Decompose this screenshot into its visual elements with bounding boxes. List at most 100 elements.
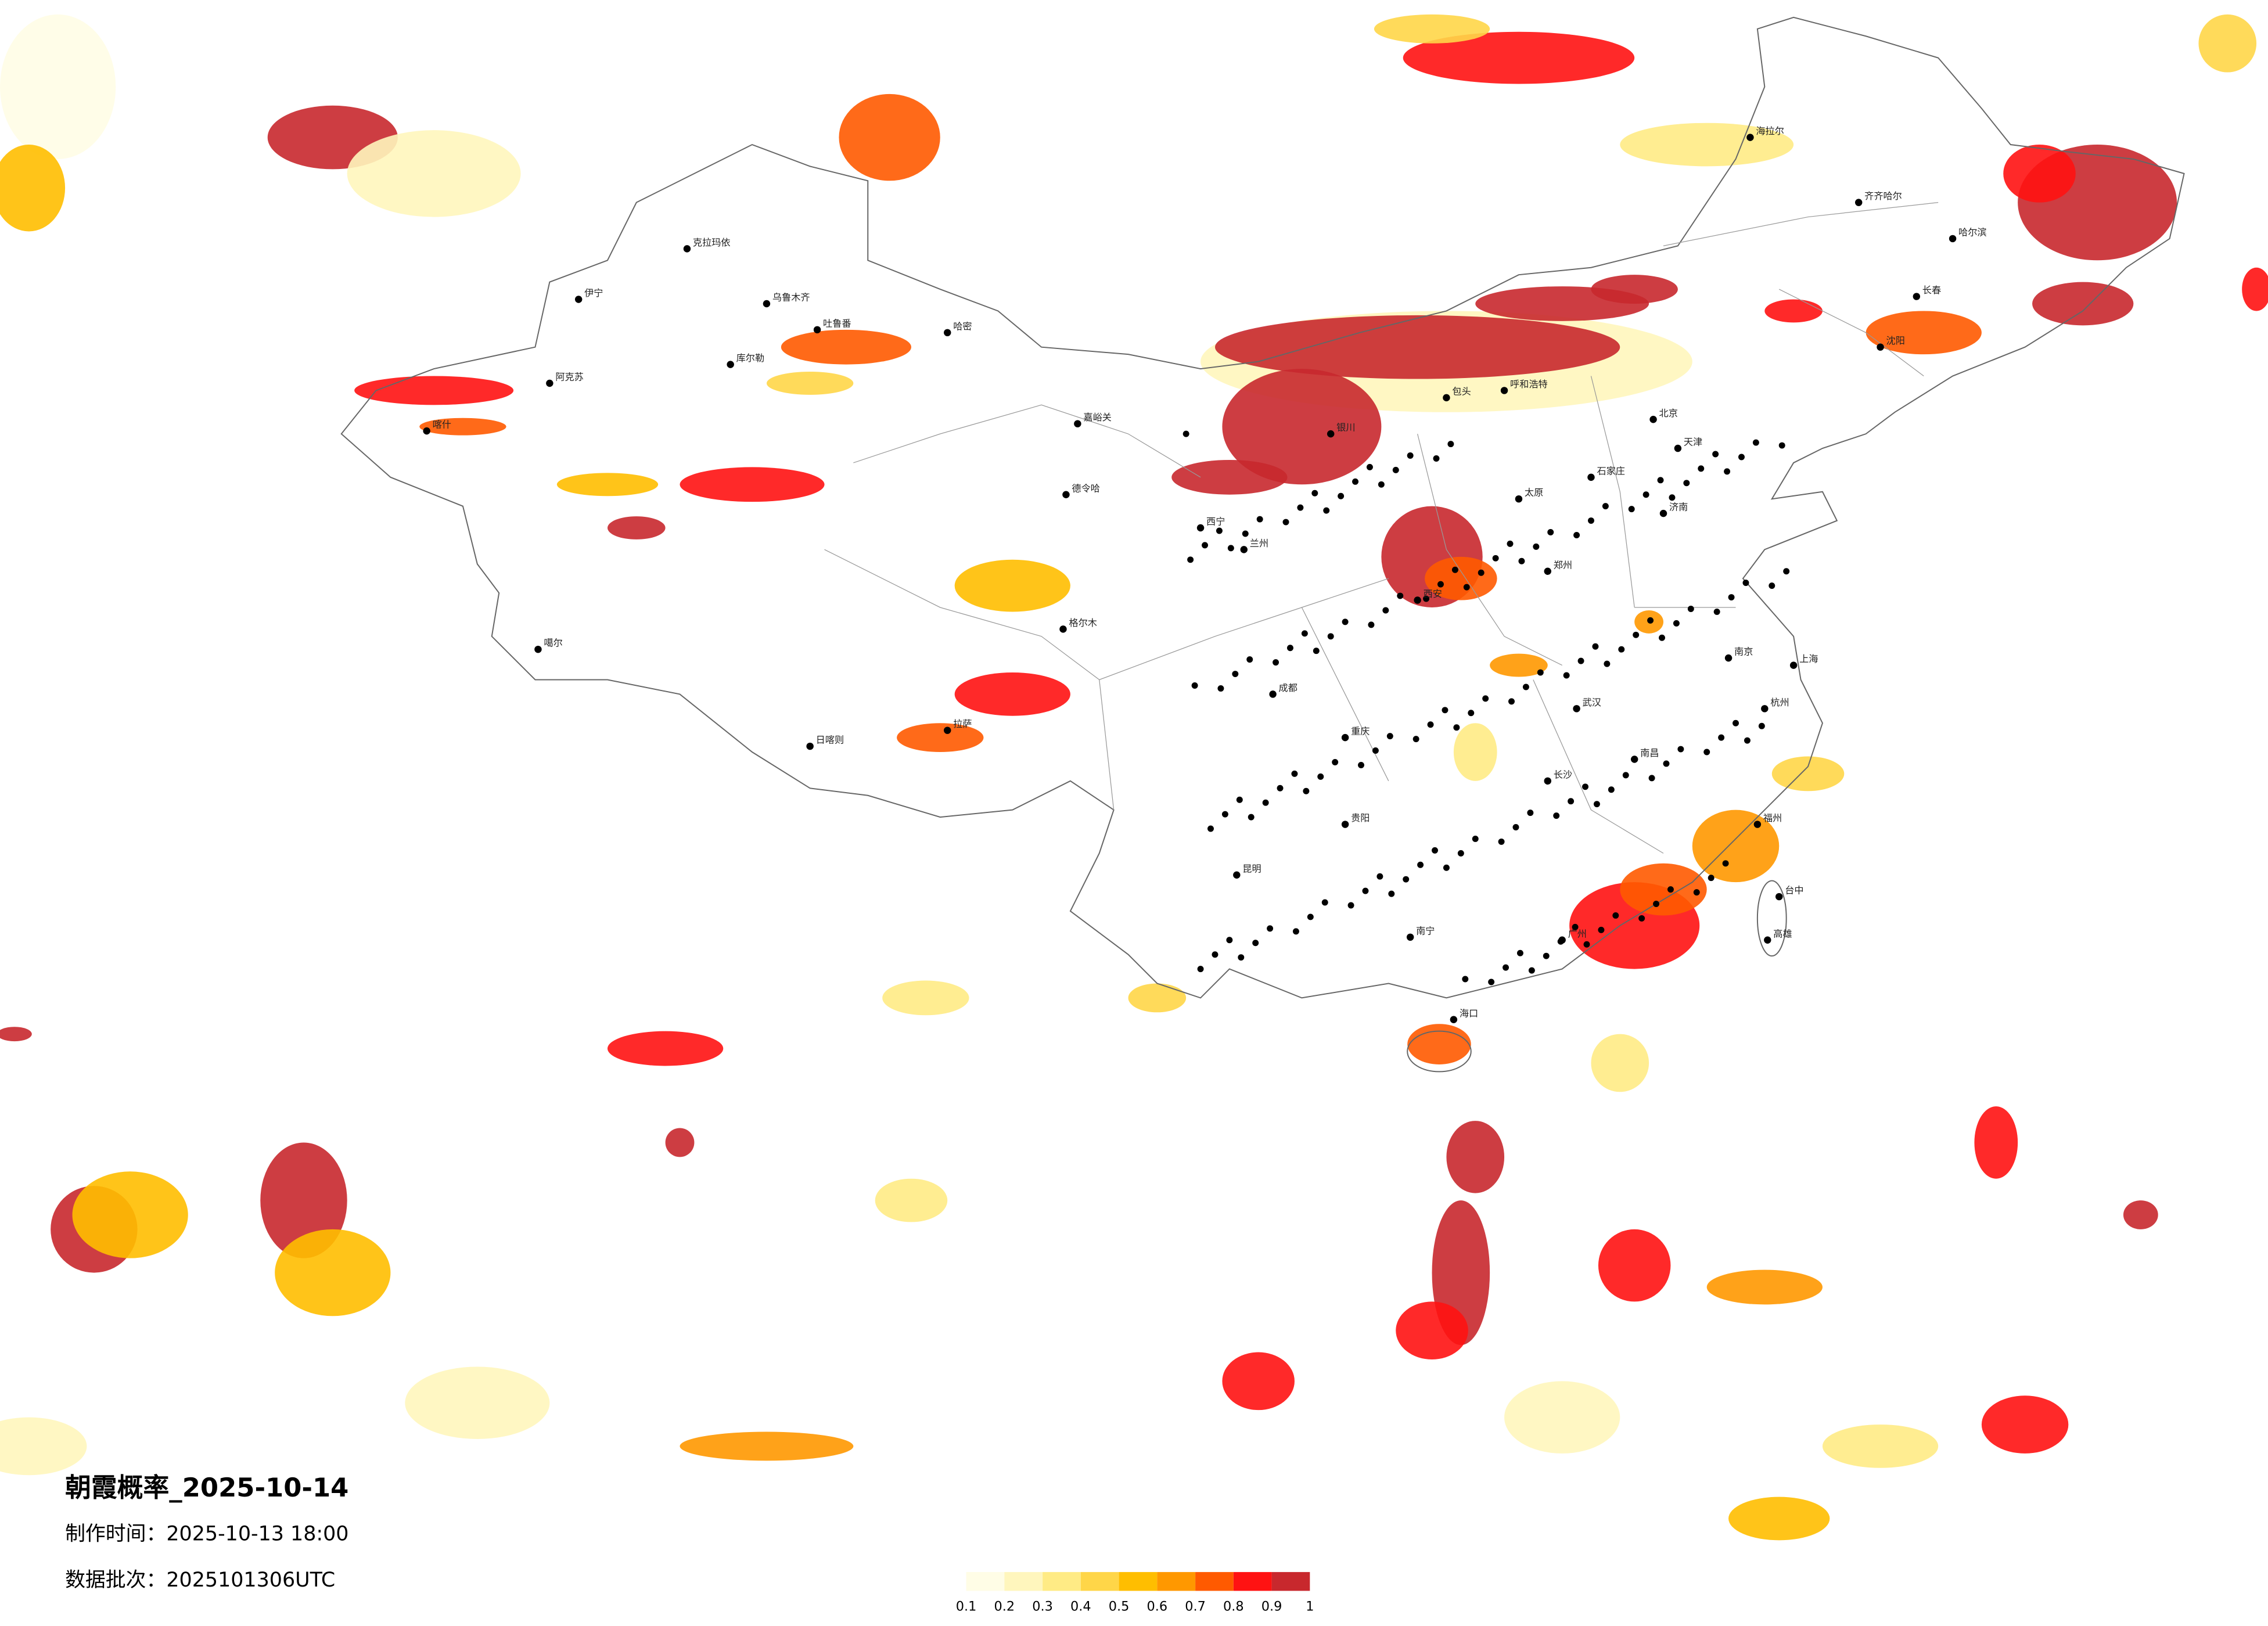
city-dot — [1277, 785, 1284, 792]
probability-area — [680, 467, 825, 502]
city-label: 武汉 — [1583, 697, 1601, 708]
city-dot — [1516, 949, 1523, 956]
city-dot — [1508, 698, 1515, 705]
probability-area — [1728, 1497, 1830, 1541]
city-dot — [1854, 199, 1863, 206]
probability-area — [897, 723, 984, 753]
city-dot — [1341, 821, 1349, 828]
probability-area — [1490, 653, 1548, 677]
city-dot — [1238, 954, 1245, 961]
city-label: 嘉峪关 — [1083, 412, 1112, 423]
city-dot — [1769, 582, 1775, 589]
city-label: 台中 — [1785, 885, 1803, 896]
city-dot — [1708, 875, 1715, 882]
city-dot — [1212, 951, 1219, 958]
city-dot — [1307, 913, 1314, 920]
city-label: 沈阳 — [1886, 335, 1905, 346]
probability-area — [0, 145, 66, 232]
probability-area — [1771, 756, 1845, 792]
city-dot — [727, 361, 734, 368]
city-dot — [1412, 736, 1419, 743]
city-dot — [1674, 444, 1682, 452]
city-dot — [1553, 812, 1560, 819]
probability-area — [347, 130, 521, 217]
probability-area — [2198, 14, 2257, 73]
city-dot — [806, 742, 814, 750]
city-dot — [1698, 465, 1705, 472]
city-dot — [1573, 531, 1580, 538]
city-dot — [1256, 516, 1263, 523]
city-dot — [1949, 235, 1957, 243]
city-label: 银川 — [1336, 422, 1355, 433]
city-dot — [1482, 695, 1489, 702]
city-dot — [1638, 915, 1645, 922]
city-dot — [1417, 861, 1424, 868]
city-dot — [1451, 566, 1458, 573]
city-dot — [1252, 940, 1259, 947]
city-dot — [1657, 477, 1664, 484]
city-dot — [1297, 504, 1304, 511]
province-borders — [824, 202, 1939, 854]
city-label: 阿克苏 — [555, 372, 584, 383]
city-label: 拉萨 — [953, 718, 972, 729]
city-label: 郑州 — [1554, 559, 1572, 570]
city-dot — [1669, 494, 1676, 501]
probability-area — [0, 1027, 32, 1042]
city-label: 齐齐哈尔 — [1864, 190, 1902, 202]
city-dot — [1062, 491, 1070, 498]
city-dot — [534, 645, 542, 653]
city-dot — [1291, 770, 1298, 777]
city-dot — [1433, 455, 1440, 462]
city-dot — [1472, 835, 1479, 842]
colorbar-tick-label: 0.6 — [1147, 1599, 1168, 1614]
city-dot — [1647, 617, 1654, 624]
probability-area — [875, 1178, 948, 1222]
city-label: 喀什 — [433, 419, 451, 430]
probability-area — [1620, 863, 1707, 916]
city-dot — [1758, 722, 1765, 729]
city-dot — [1722, 860, 1729, 867]
city-dot — [1311, 490, 1318, 497]
probability-area — [607, 1031, 724, 1066]
city-dot — [1667, 886, 1674, 893]
city-dot — [1693, 889, 1700, 896]
city-dot — [1317, 773, 1324, 780]
made-time: 制作时间：2025-10-13 18:00 — [65, 1522, 348, 1545]
city-dot — [1248, 814, 1255, 821]
city-dot — [1587, 473, 1595, 481]
city-label: 伊宁 — [584, 287, 603, 298]
city-dot — [1558, 936, 1566, 944]
colorbar-box — [966, 1572, 1005, 1591]
colorbar-box — [1043, 1572, 1081, 1591]
city-dot — [1323, 507, 1330, 514]
probability-area — [2242, 267, 2268, 311]
city-label: 德令哈 — [1072, 483, 1100, 494]
city-dot — [1292, 928, 1299, 935]
colorbar-tick-label: 0.2 — [994, 1599, 1015, 1614]
city-dot — [1447, 441, 1454, 448]
city-dot — [1648, 775, 1655, 782]
city-dot — [1663, 760, 1670, 767]
probability-area — [1222, 1352, 1295, 1411]
probability-area — [1446, 1121, 1505, 1193]
city-dot — [1746, 134, 1754, 141]
city-dot — [944, 329, 951, 337]
city-dot — [1522, 684, 1529, 690]
probability-area — [1407, 1024, 1471, 1064]
city-dot — [1406, 933, 1414, 941]
city-label: 吐鲁番 — [823, 318, 851, 329]
city-dot — [1713, 608, 1720, 615]
city-dot — [1488, 979, 1495, 985]
city-dot — [1478, 569, 1485, 576]
colorbar-tick-label: 0.3 — [1032, 1599, 1053, 1614]
city-dot — [1568, 798, 1575, 805]
city-dot — [1608, 786, 1615, 793]
city-dot — [1074, 420, 1081, 427]
city-dot — [683, 245, 691, 253]
colorbar-box — [1233, 1572, 1272, 1591]
city-dot — [1187, 556, 1194, 563]
city-dot — [1352, 478, 1359, 485]
city-label: 广州 — [1568, 928, 1587, 939]
city-dot — [1286, 645, 1293, 652]
